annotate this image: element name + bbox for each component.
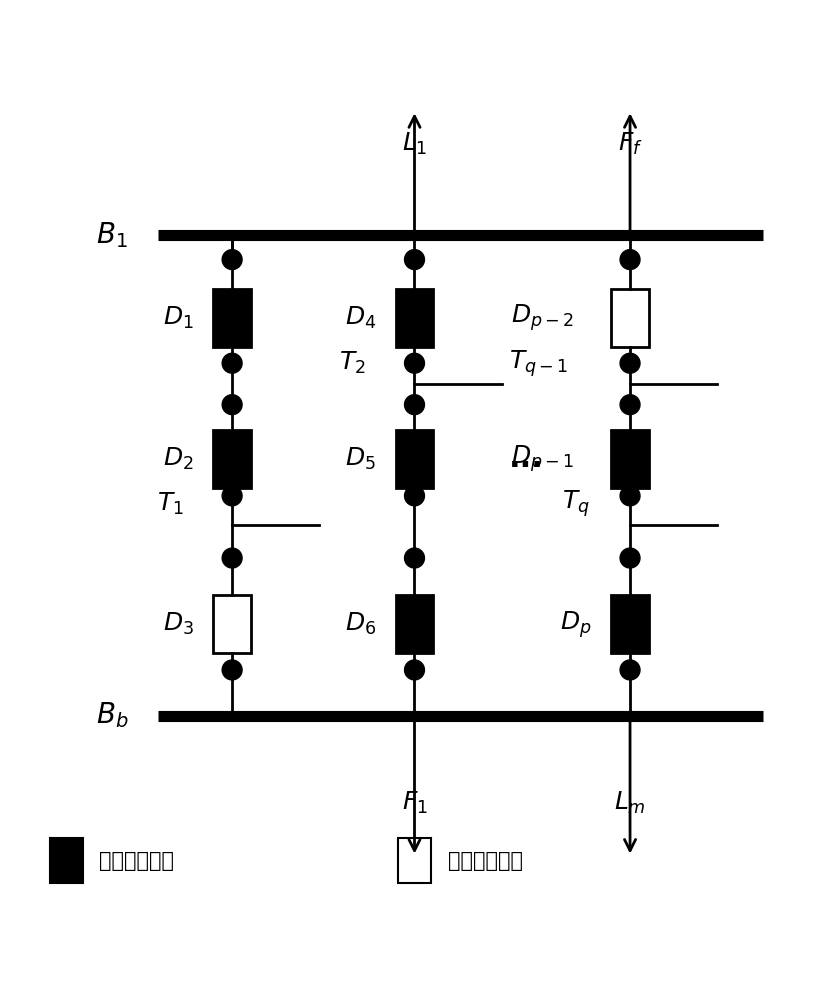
Text: $T_1$: $T_1$ [156,491,183,517]
Circle shape [222,395,242,415]
Circle shape [222,353,242,373]
Text: $F_f$: $F_f$ [617,130,642,157]
Bar [611,289,648,347]
Text: $T_2$: $T_2$ [339,350,365,376]
Circle shape [222,486,242,506]
Bar [611,430,648,488]
Circle shape [619,250,639,270]
Text: $T_{q-1}$: $T_{q-1}$ [508,348,568,379]
Circle shape [222,548,242,568]
Circle shape [404,548,424,568]
Circle shape [222,250,242,270]
Bar [395,430,432,488]
Text: $F_1$: $F_1$ [401,789,427,816]
Text: $D_{p-2}$: $D_{p-2}$ [511,302,574,333]
Text: ...: ... [508,444,543,473]
Bar [50,838,83,883]
Circle shape [619,486,639,506]
Text: $D_3$: $D_3$ [162,611,194,637]
Circle shape [619,548,639,568]
Text: $D_2$: $D_2$ [163,445,193,472]
Circle shape [619,395,639,415]
Text: $D_6$: $D_6$ [344,611,376,637]
Text: 断路器开位；: 断路器开位； [447,851,522,871]
Text: $D_p$: $D_p$ [560,609,591,640]
Bar [397,838,431,883]
Text: $D_5$: $D_5$ [344,445,376,472]
Text: $T_q$: $T_q$ [561,489,590,519]
Text: $L_1$: $L_1$ [402,130,426,157]
Bar [611,595,648,653]
Bar [214,430,250,488]
Circle shape [404,250,424,270]
Text: 断路器合位；: 断路器合位； [99,851,174,871]
Text: $B_1$: $B_1$ [96,220,128,250]
Circle shape [619,353,639,373]
Bar [214,595,250,653]
Text: $B_b$: $B_b$ [95,701,128,730]
Bar [214,289,250,347]
Circle shape [222,660,242,680]
Circle shape [404,353,424,373]
Circle shape [619,660,639,680]
Bar [395,595,432,653]
Text: $D_{p-1}$: $D_{p-1}$ [511,443,574,474]
Circle shape [404,486,424,506]
Text: $D_4$: $D_4$ [344,305,376,331]
Text: $L_m$: $L_m$ [614,789,645,816]
Circle shape [404,660,424,680]
Circle shape [404,395,424,415]
Bar [395,289,432,347]
Text: $D_1$: $D_1$ [162,305,194,331]
